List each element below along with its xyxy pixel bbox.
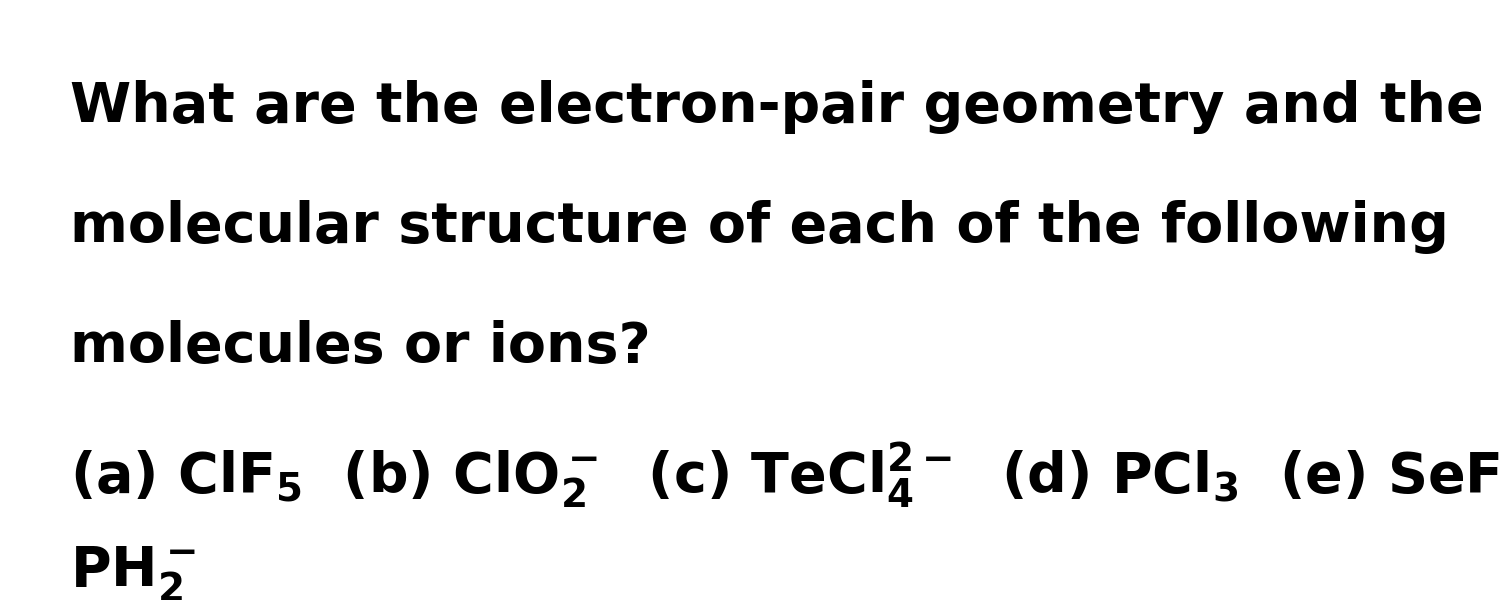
Text: molecular structure of each of the following: molecular structure of each of the follo… (70, 200, 1449, 254)
Text: molecules or ions?: molecules or ions? (70, 320, 651, 374)
Text: What are the electron-pair geometry and the: What are the electron-pair geometry and … (70, 80, 1484, 134)
Text: (a) $\mathbf{ClF_5}$  (b) $\mathbf{ClO_2^-}$  (c) $\mathbf{TeCl_4^{2-}}$  (d) $\: (a) $\mathbf{ClF_5}$ (b) $\mathbf{ClO_2^… (70, 440, 1500, 509)
Text: $\mathbf{PH_2^-}$: $\mathbf{PH_2^-}$ (70, 545, 195, 600)
